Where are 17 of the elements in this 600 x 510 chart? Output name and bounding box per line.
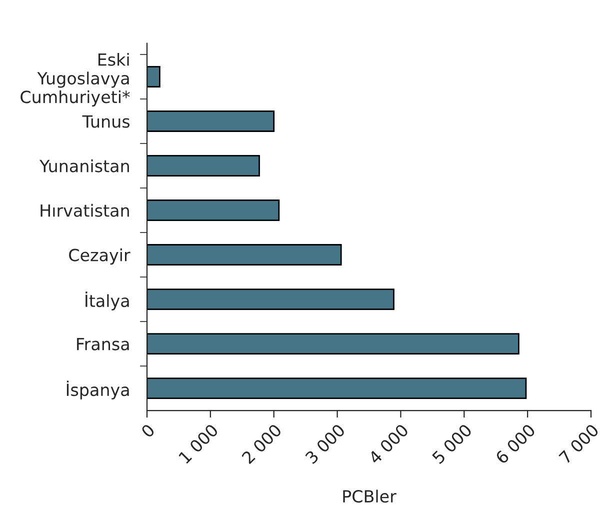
y-tick-label: Hırvatistan <box>40 204 129 217</box>
x-tick-label: 5 000 <box>432 423 472 464</box>
y-tick-label: İtalya <box>86 292 129 310</box>
y-tick-label: Eski Yugoslavya Cumhuriyeti* <box>20 53 130 106</box>
x-tick-label: 4 000 <box>368 423 410 465</box>
y-tick-label: Yunanistan <box>40 159 129 172</box>
x-tick-label: 3 000 <box>304 423 346 464</box>
x-tick-label: 2 000 <box>241 423 282 464</box>
x-tick-label: 0 <box>140 423 156 438</box>
y-tick-label: Tunus <box>82 115 130 128</box>
y-tick-label: Cezayir <box>69 248 130 265</box>
y-tick-label: Fransa <box>77 338 129 350</box>
y-tick-label: İspanya <box>66 380 129 400</box>
x-tick-label: 7 000 <box>558 423 600 464</box>
x-tick-label: 6 000 <box>494 423 536 464</box>
x-tick-label: 1 000 <box>178 423 219 464</box>
x-axis-title: PCBler <box>343 490 396 503</box>
